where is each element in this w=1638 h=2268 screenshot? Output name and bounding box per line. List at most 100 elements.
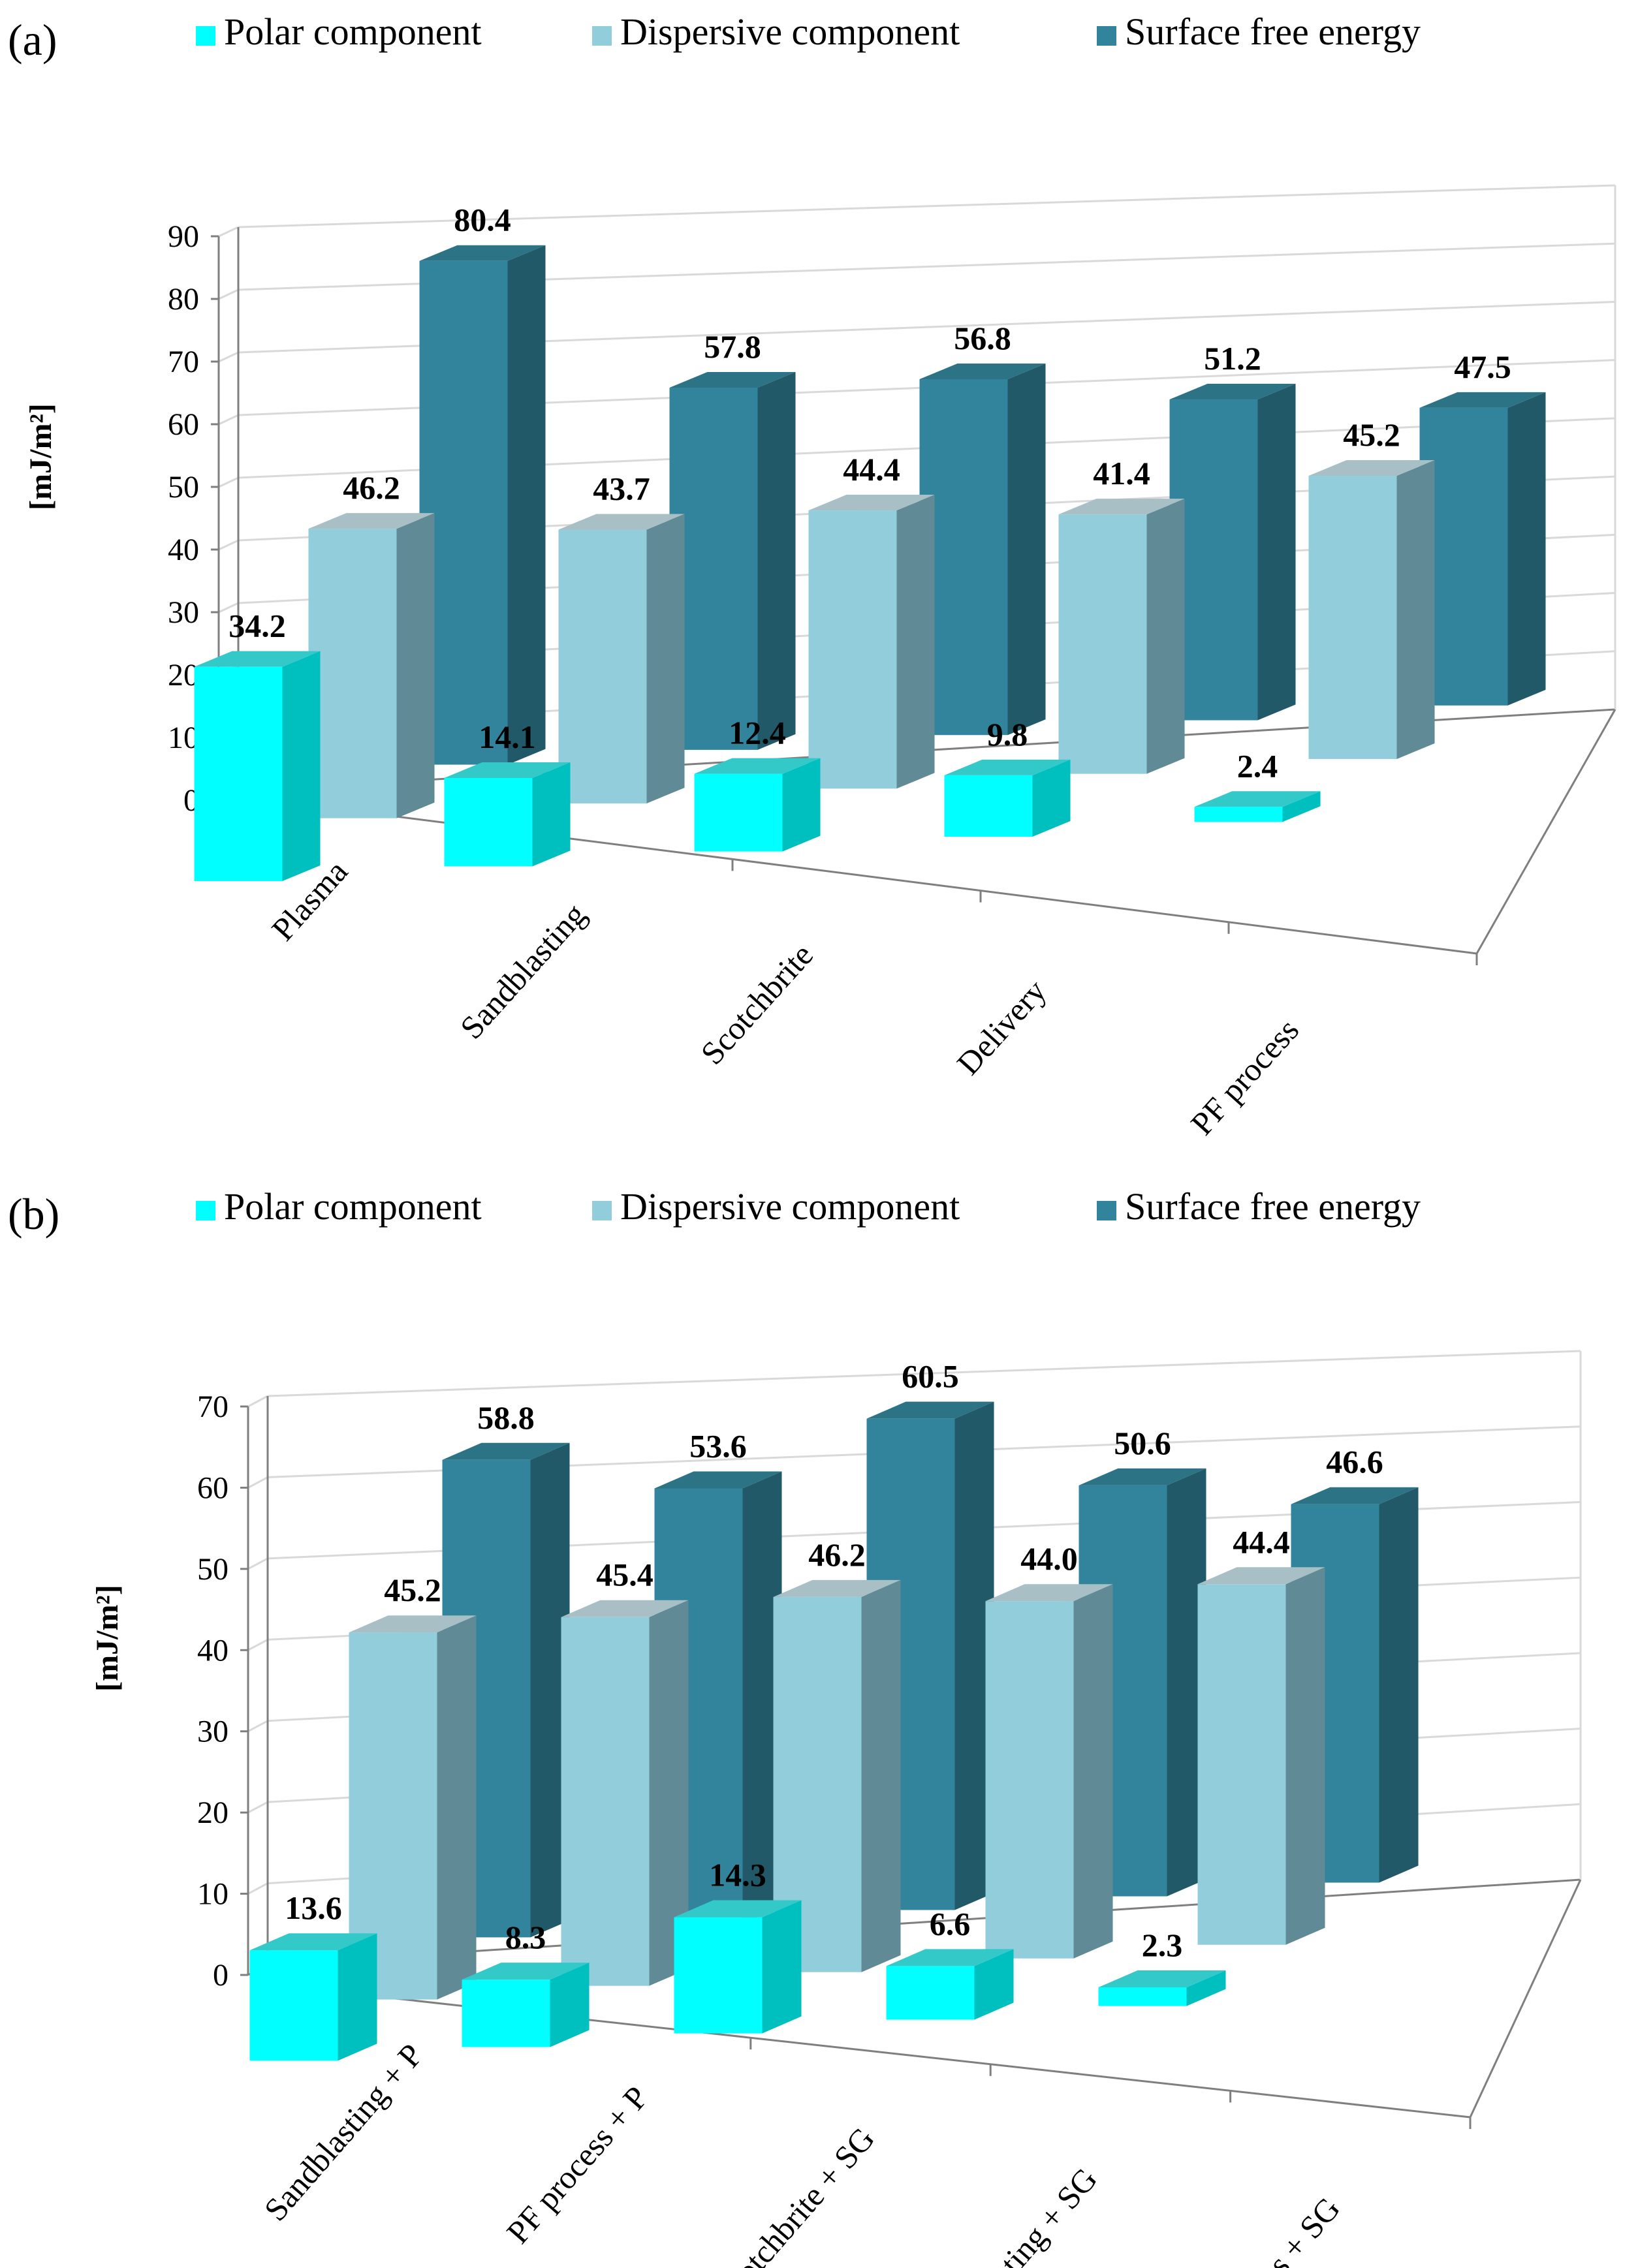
data-label-surface-free-energy-scotchbrite-a: 56.8: [954, 320, 1011, 356]
bar-polar-component-sandblasting-sg-b-side: [974, 1949, 1014, 2020]
category-label-sandblasting-a: Sandblasting: [453, 896, 593, 1046]
bar-polar-component-pf-process-sg-b-top: [1098, 1970, 1226, 1987]
bar-polar-component-scotchbrite-a-top: [694, 758, 821, 774]
gridline-wall-a-4: [218, 539, 239, 551]
bar-dispersive-component-sandblasting-sg-b-top: [985, 1584, 1113, 1602]
bar-polar-component-pf-process-a: [1194, 807, 1283, 822]
bar-dispersive-component-sandblasting-a-top: [558, 514, 685, 530]
legend-swatch-polar-component-b: [196, 1201, 215, 1220]
data-label-polar-component-pf-process-a: 2.4: [1237, 747, 1278, 784]
legend-label-surface-free-energy-b: Surface free energy: [1125, 1185, 1421, 1228]
bar-surface-free-energy-pf-process-a-side: [1507, 392, 1546, 706]
data-label-surface-free-energy-plasma-a: 80.4: [454, 202, 511, 238]
bar-surface-free-energy-plasma-a-top: [419, 245, 546, 261]
data-label-surface-free-energy-pf-process-p-b: 53.6: [689, 1427, 747, 1464]
bar-surface-free-energy-plasma-a-side: [507, 245, 546, 765]
bar-polar-component-pf-process-a-side: [1282, 791, 1321, 822]
bar-surface-free-energy-scotchbrite-a-side: [1007, 363, 1046, 736]
bar-polar-component-scotchbrite-sg-b: [674, 1917, 763, 2034]
data-label-polar-component-pf-process-p-b: 8.3: [505, 1919, 546, 1955]
ytick-label-a-9: 90: [168, 219, 199, 254]
data-label-surface-free-energy-sandblasting-sg-b: 50.6: [1114, 1425, 1171, 1461]
gridline-wall-b-2: [247, 1801, 268, 1814]
bar-polar-component-scotchbrite-a: [694, 773, 783, 852]
ytick-label-a-1: 10: [168, 721, 199, 755]
bar-dispersive-component-scotchbrite-sg-b-top: [773, 1579, 901, 1597]
bar-dispersive-component-pf-process-sg-b-side: [1285, 1567, 1325, 1945]
bar-surface-free-energy-sandblasting-p-b-side: [530, 1442, 570, 1938]
bar-dispersive-component-pf-process-a: [1308, 476, 1397, 759]
bar-polar-component-pf-process-p-b-side: [550, 1963, 590, 2047]
bar-polar-component-sandblasting-p-b-side: [338, 1933, 377, 2061]
bar-surface-free-energy-sandblasting-p-b-top: [442, 1442, 570, 1460]
bar-surface-free-energy-sandblasting-sg-b-top: [1079, 1468, 1206, 1485]
panel-label-b: (b): [8, 1189, 59, 1239]
gridline-wall-a-3: [218, 602, 239, 614]
data-label-dispersive-component-sandblasting-a: 43.7: [593, 470, 650, 506]
bar-surface-free-energy-sandblasting-sg-b-side: [1167, 1468, 1206, 1897]
floor-front-edge-a: [236, 795, 1477, 955]
bar-polar-component-pf-process-p-b: [462, 1980, 550, 2047]
bar-polar-component-sandblasting-a: [444, 777, 533, 867]
legend-label-polar-component-b: Polar component: [224, 1185, 482, 1228]
bar-polar-component-pf-process-p-b-top: [462, 1963, 590, 1980]
bar-surface-free-energy-scotchbrite-sg-b-top: [866, 1401, 994, 1419]
bar-surface-free-energy-pf-process-a-top: [1419, 392, 1546, 408]
legend-label-dispersive-component-a: Dispersive component: [620, 10, 960, 53]
gridline-wall-a-8: [218, 288, 239, 300]
bar-dispersive-component-pf-process-p-b-side: [649, 1600, 689, 1986]
bar-dispersive-component-pf-process-sg-b-top: [1197, 1567, 1325, 1585]
legend-swatch-surface-free-energy-a: [1097, 26, 1116, 46]
gridline-wall-a-5: [218, 476, 239, 488]
ytick-label-a-6: 60: [168, 407, 199, 442]
legend-label-polar-component-a: Polar component: [224, 10, 482, 53]
gridline-wall-a-6: [218, 414, 239, 426]
bar-polar-component-pf-process-a-top: [1194, 791, 1321, 807]
data-label-dispersive-component-plasma-a: 46.2: [343, 469, 400, 506]
ytick-label-b-4: 40: [197, 1633, 228, 1668]
bar-polar-component-plasma-a-side: [282, 651, 321, 881]
gridline-wall-b-3: [247, 1720, 268, 1733]
chart-panel-b: (b) Polar component Dispersive component Su…: [8, 1185, 1582, 2268]
ytick-label-b-1: 10: [197, 1877, 228, 1912]
bar-dispersive-component-delivery-a: [1058, 514, 1147, 774]
bar-dispersive-component-pf-process-a-top: [1308, 460, 1435, 476]
gridline-wall-a-9: [218, 226, 239, 238]
bar-dispersive-component-sandblasting-p-b-side: [437, 1615, 477, 2000]
data-label-polar-component-plasma-a: 34.2: [228, 608, 286, 644]
category-label-sandblasting-p-b: Sandblasting + P: [257, 2036, 430, 2228]
bar-dispersive-component-plasma-a: [308, 529, 397, 818]
data-label-dispersive-component-pf-process-a: 45.2: [1343, 416, 1400, 453]
bar-surface-free-energy-scotchbrite-sg-b-side: [954, 1401, 994, 1910]
data-label-dispersive-component-pf-process-sg-b: 44.4: [1233, 1523, 1290, 1560]
bar-polar-component-sandblasting-a-side: [532, 762, 571, 867]
y-axis-label-b: [mJ/m²]: [90, 1585, 125, 1692]
category-label-delivery-a: Delivery: [950, 972, 1054, 1081]
ytick-label-b-5: 50: [197, 1552, 228, 1587]
data-label-dispersive-component-sandblasting-sg-b: 44.0: [1020, 1540, 1078, 1577]
bar-dispersive-component-scotchbrite-a: [808, 510, 897, 789]
floor-right-edge-b: [1469, 1879, 1582, 2118]
bar-surface-free-energy-delivery-a-side: [1257, 384, 1296, 721]
ytick-label-a-7: 70: [168, 345, 199, 379]
data-label-surface-free-energy-sandblasting-p-b: 58.8: [477, 1399, 535, 1436]
category-label-scotchbrite-sg-b: Scotchbrite + SG: [706, 2120, 881, 2268]
bar-dispersive-component-pf-process-a-side: [1396, 460, 1435, 759]
bar-polar-component-sandblasting-sg-b-top: [886, 1949, 1014, 1966]
bar-dispersive-component-delivery-a-top: [1058, 499, 1185, 515]
bar-dispersive-component-plasma-a-top: [308, 513, 435, 529]
category-label-pf-process-a: PF process: [1184, 1012, 1306, 1142]
bar-surface-free-energy-sandblasting-a-side: [757, 372, 796, 750]
y-axis-label-a: [mJ/m²]: [24, 403, 58, 510]
bar-dispersive-component-scotchbrite-a-side: [896, 495, 935, 789]
bar-polar-component-sandblasting-sg-b: [886, 1966, 975, 2020]
bar-dispersive-component-delivery-a-side: [1146, 499, 1185, 774]
category-label-pf-process-sg-b: PF process + SG: [1176, 2190, 1347, 2268]
ytick-label-b-6: 60: [197, 1470, 228, 1505]
gridline-wall-b-5: [247, 1557, 268, 1570]
bar-polar-component-sandblasting-p-b-top: [249, 1933, 377, 1951]
ytick-label-a-2: 20: [168, 658, 199, 692]
data-label-dispersive-component-pf-process-p-b: 45.4: [596, 1557, 654, 1593]
gridline-b-7: [267, 1350, 1581, 1397]
